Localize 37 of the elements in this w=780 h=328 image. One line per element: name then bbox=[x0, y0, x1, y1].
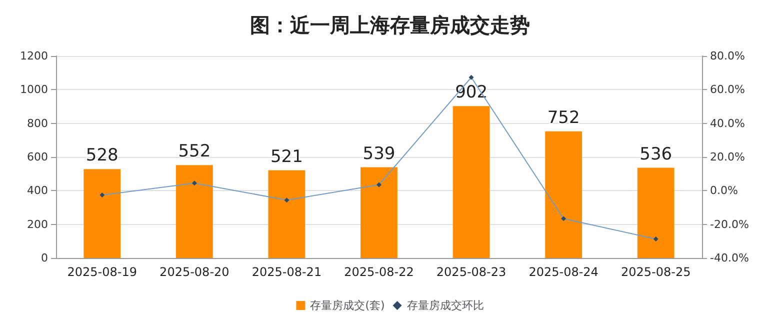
y-tick-label: 800 bbox=[27, 116, 48, 130]
legend-label: 存量房成交环比 bbox=[406, 299, 484, 312]
y2-tick-label: 0.0% bbox=[710, 184, 738, 198]
data-label: 539 bbox=[362, 144, 396, 164]
data-label: 536 bbox=[640, 144, 672, 164]
y2-tick-label: 60.0% bbox=[710, 83, 745, 96]
data-label: 552 bbox=[178, 142, 211, 162]
bar bbox=[360, 167, 398, 258]
y2-tick-label: 80.0% bbox=[710, 50, 745, 62]
y-tick-label: 0 bbox=[41, 252, 48, 264]
y-tick-label: 400 bbox=[27, 184, 48, 198]
y-tick-label: 1000 bbox=[20, 83, 48, 96]
x-tick-label: 2025-08-24 bbox=[528, 265, 598, 279]
x-tick-label: 2025-08-23 bbox=[436, 265, 506, 279]
bar bbox=[452, 106, 490, 258]
y2-tick-label: 20.0% bbox=[710, 150, 745, 164]
x-tick-label: 2025-08-21 bbox=[252, 265, 322, 279]
y2-tick-label: -20.0% bbox=[710, 218, 749, 231]
data-label: 528 bbox=[86, 146, 118, 166]
data-label: 752 bbox=[547, 108, 580, 128]
x-tick-label: 2025-08-25 bbox=[620, 265, 691, 279]
data-label: 521 bbox=[270, 146, 303, 167]
y-tick-label: 1200 bbox=[20, 50, 48, 62]
chart-title: 图：近一周上海存量房成交走势 bbox=[250, 13, 530, 37]
y2-tick-label: 40.0% bbox=[710, 116, 745, 130]
x-tick-label: 2025-08-19 bbox=[67, 265, 138, 279]
x-tick-label: 2025-08-20 bbox=[160, 265, 230, 279]
bar bbox=[637, 168, 674, 258]
bar bbox=[268, 170, 306, 258]
y-tick-label: 600 bbox=[27, 150, 48, 164]
bar bbox=[84, 169, 121, 258]
x-tick-label: 2025-08-22 bbox=[344, 265, 414, 279]
y2-tick-label: -40.0% bbox=[710, 252, 749, 264]
legend-label: 存量房成交(套) bbox=[310, 299, 385, 312]
y-tick-label: 200 bbox=[27, 218, 48, 231]
bar bbox=[176, 165, 213, 258]
bar bbox=[545, 131, 582, 258]
